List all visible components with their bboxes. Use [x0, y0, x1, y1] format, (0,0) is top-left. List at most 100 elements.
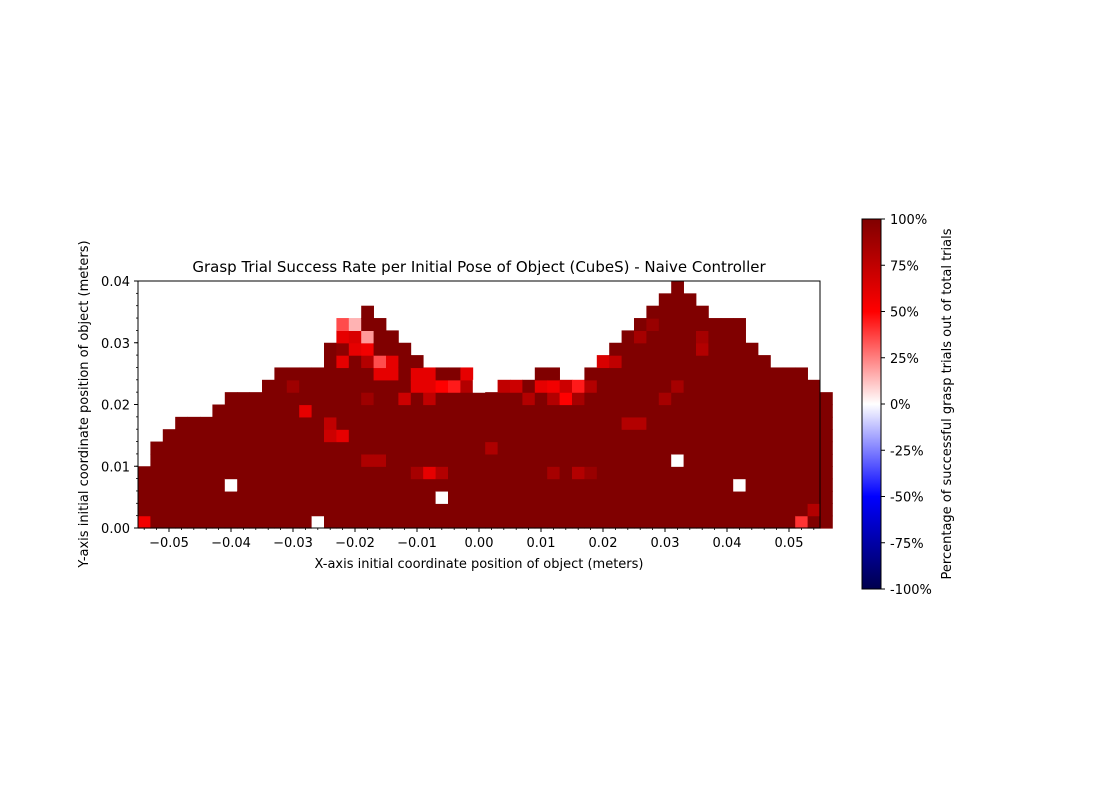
heatmap-cell: [361, 416, 374, 430]
heatmap-cell: [262, 416, 275, 430]
heatmap-cell: [200, 441, 213, 455]
heatmap-cell: [572, 379, 585, 393]
heatmap-cell: [782, 490, 796, 504]
heatmap-cell: [311, 416, 325, 430]
heatmap-cell: [410, 490, 424, 504]
heatmap-cell: [733, 342, 746, 356]
heatmap-cell: [683, 330, 697, 344]
heatmap-cell: [671, 490, 684, 504]
heatmap-cell: [175, 441, 188, 455]
heatmap-cell: [795, 392, 808, 406]
heatmap-cell: [299, 478, 312, 492]
heatmap-cell: [510, 466, 523, 480]
heatmap-cell: [547, 490, 560, 504]
heatmap-cell: [311, 379, 325, 393]
heatmap-cell: [361, 318, 374, 331]
heatmap-cell: [658, 515, 672, 529]
heatmap-cell: [621, 392, 635, 406]
heatmap-cell: [696, 441, 709, 455]
heatmap-cell: [324, 416, 337, 430]
heatmap-cell: [299, 466, 312, 480]
heatmap-cell: [262, 490, 275, 504]
heatmap-cell: [683, 305, 697, 319]
heatmap-cell: [572, 416, 585, 430]
heatmap-cell: [398, 367, 412, 381]
heatmap-cell: [299, 379, 312, 393]
heatmap-cell: [596, 515, 610, 529]
heatmap-cell: [423, 367, 436, 381]
heatmap-cell: [497, 490, 511, 504]
heatmap-cell: [634, 441, 647, 455]
heatmap-cell: [522, 379, 536, 393]
heatmap-cell: [671, 379, 684, 393]
heatmap-cell: [534, 503, 548, 517]
heatmap-cell: [609, 404, 622, 418]
heatmap-cell: [311, 478, 325, 492]
heatmap-cell: [745, 379, 759, 393]
colorbar-tick-label: 50%: [890, 306, 919, 321]
heatmap-cell: [758, 441, 771, 455]
heatmap-cell: [820, 515, 833, 529]
heatmap-cell: [286, 441, 300, 455]
heatmap-cell: [324, 379, 337, 393]
heatmap-cell: [274, 490, 288, 504]
heatmap-cell: [696, 429, 709, 443]
heatmap-cell: [274, 515, 288, 529]
heatmap-cell: [807, 379, 821, 393]
x-tick-label: 0.04: [713, 536, 742, 551]
heatmap-cell: [336, 355, 350, 369]
heatmap-cell: [324, 404, 337, 418]
heatmap-cell: [348, 453, 362, 467]
heatmap-cell: [138, 503, 151, 517]
heatmap-cell: [720, 429, 734, 443]
heatmap-cell: [646, 503, 660, 517]
colorbar-tick-label: 75%: [890, 259, 919, 274]
heatmap-cell: [770, 367, 784, 381]
heatmap-cell: [795, 429, 808, 443]
heatmap-cell: [249, 441, 263, 455]
heatmap-cell: [696, 318, 709, 331]
heatmap-cell: [658, 392, 672, 406]
heatmap-cell: [187, 429, 201, 443]
heatmap-cell: [386, 416, 399, 430]
heatmap-cell: [435, 367, 449, 381]
heatmap-cell: [646, 355, 660, 369]
heatmap-cell: [485, 392, 498, 406]
heatmap-cell: [510, 416, 523, 430]
heatmap-cell: [795, 367, 808, 381]
heatmap-cell: [807, 466, 821, 480]
heatmap-cell: [720, 330, 734, 344]
heatmap-cell: [522, 490, 536, 504]
heatmap-cell: [460, 367, 474, 381]
heatmap-cell: [758, 453, 771, 467]
heatmap-cell: [708, 453, 722, 467]
heatmap-cell: [336, 342, 350, 356]
heatmap-cell: [398, 453, 412, 467]
heatmap-cell: [497, 392, 511, 406]
heatmap-cell: [733, 503, 746, 517]
heatmap-cell: [596, 404, 610, 418]
heatmap-cell: [720, 392, 734, 406]
heatmap-cell: [534, 429, 548, 443]
heatmap-cell: [522, 441, 536, 455]
heatmap-cell: [522, 404, 536, 418]
heatmap-cell: [621, 379, 635, 393]
heatmap-cell: [224, 392, 238, 406]
heatmap-cell: [671, 342, 684, 356]
heatmap-cell: [348, 379, 362, 393]
heatmap-cell: [807, 416, 821, 430]
heatmap-cell: [807, 490, 821, 504]
heatmap-cell: [584, 478, 598, 492]
heatmap-cell: [249, 404, 263, 418]
heatmap-cell: [683, 453, 697, 467]
heatmap-cell: [646, 478, 660, 492]
heatmap-cell: [758, 503, 771, 517]
heatmap-cell: [262, 466, 275, 480]
heatmap-cell: [733, 490, 746, 504]
heatmap-cell: [361, 515, 374, 529]
heatmap-cell: [621, 404, 635, 418]
heatmap-cell: [386, 367, 399, 381]
heatmap-cell: [460, 515, 474, 529]
heatmap-cell: [720, 453, 734, 467]
heatmap-cell: [460, 441, 474, 455]
